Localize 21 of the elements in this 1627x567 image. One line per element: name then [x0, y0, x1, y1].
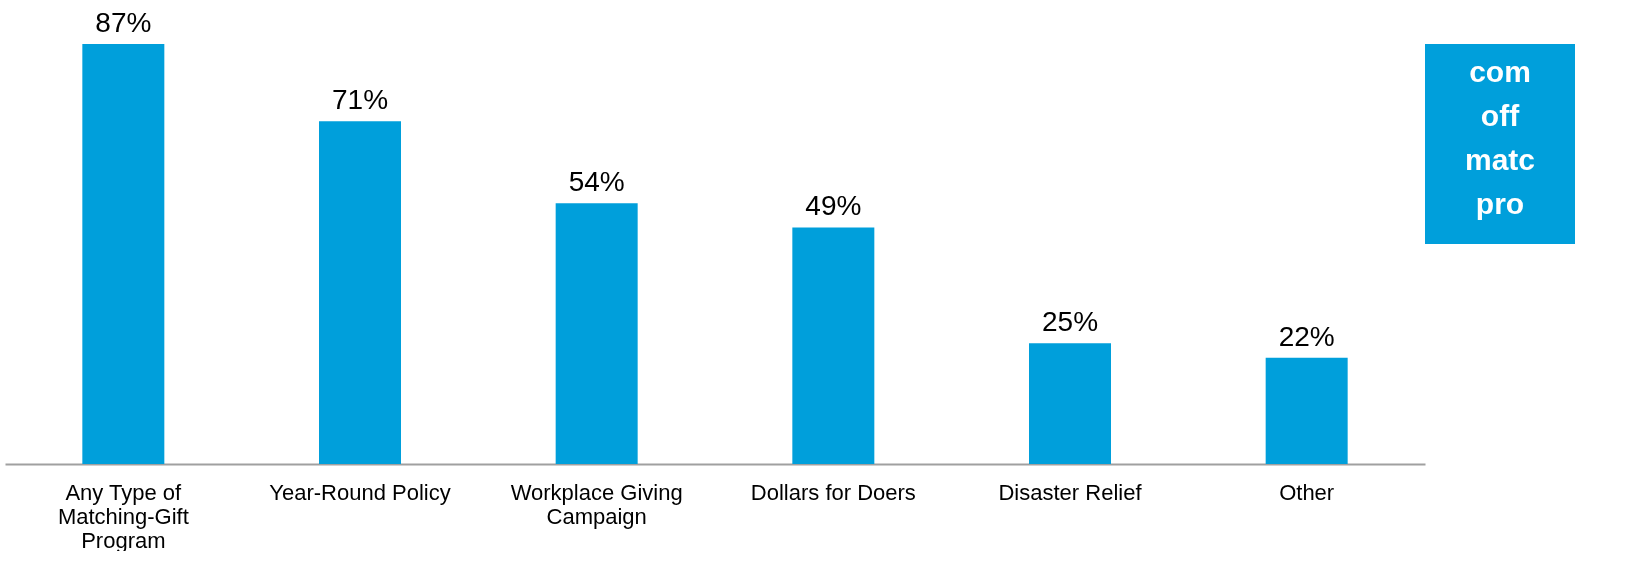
bar [792, 227, 875, 464]
text: pro [1475, 187, 1525, 220]
data-label: 25% [1041, 306, 1099, 338]
data-label: 49% [805, 190, 862, 222]
x-tick-label: Year-Round Policy [269, 479, 451, 505]
bar [1265, 357, 1348, 464]
text: off [1480, 99, 1521, 132]
x-tick-label: Workplace Giving Campaign [510, 479, 683, 529]
text: com [1469, 55, 1531, 88]
data-label: 54% [568, 166, 625, 198]
x-tick-label: Disaster Relief [998, 479, 1143, 505]
bar [555, 203, 638, 464]
x-tick-label: Other [1279, 479, 1335, 505]
bar [319, 121, 401, 464]
data-label: 71% [331, 84, 389, 116]
bar [1029, 343, 1111, 464]
bar [82, 44, 165, 464]
data-label: 22% [1278, 320, 1335, 352]
x-tick-label: Dollars for Doers [750, 479, 916, 505]
data-label: 87% [95, 7, 152, 38]
text: matc [1464, 143, 1536, 176]
